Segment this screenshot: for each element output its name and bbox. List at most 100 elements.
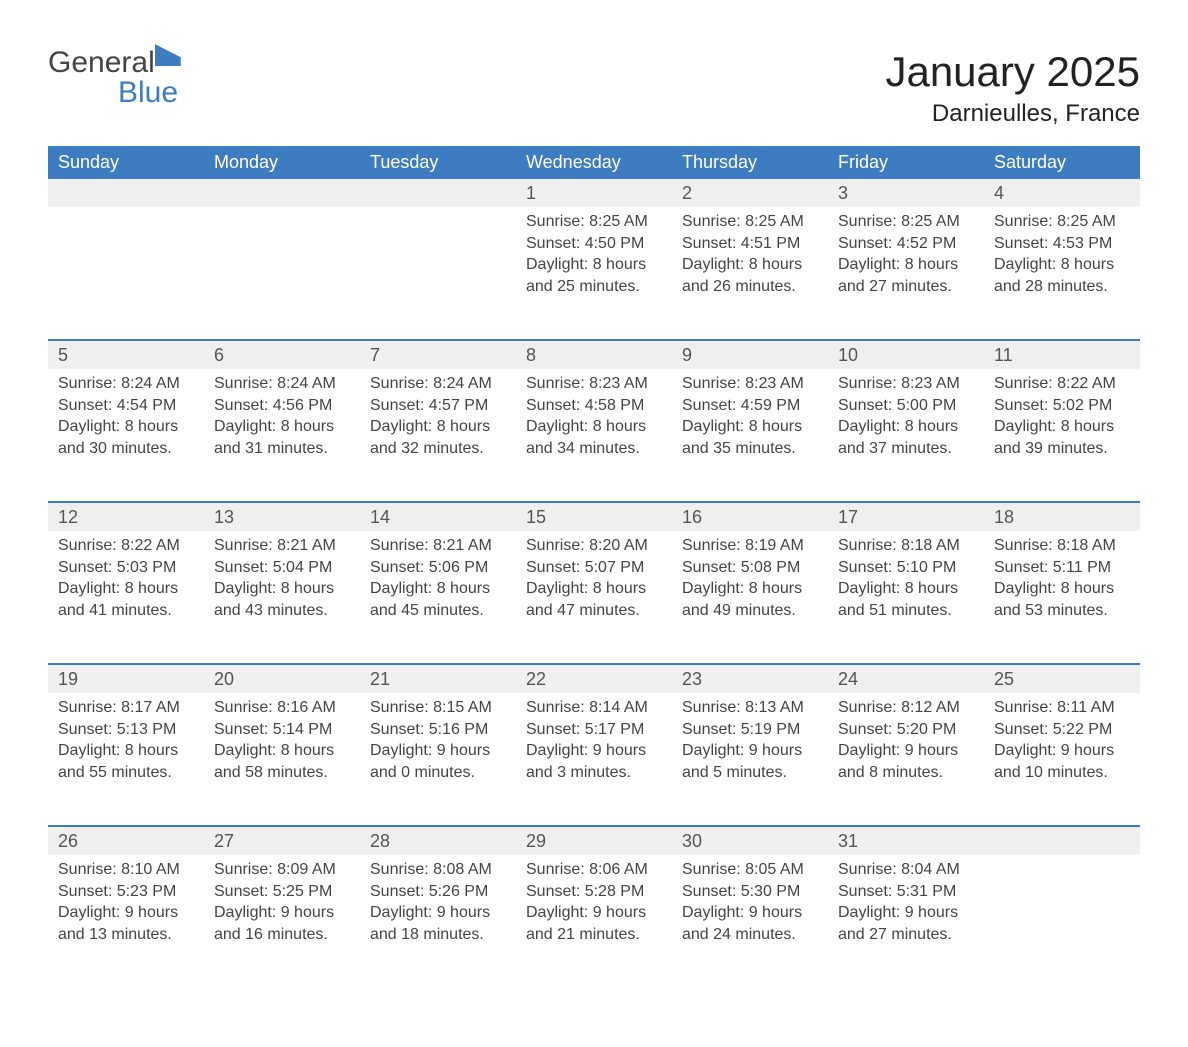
sunset-text: Sunset: 5:07 PM <box>526 557 662 579</box>
sunset-text: Sunset: 4:53 PM <box>994 233 1130 255</box>
daylight-text: Daylight: 8 hours and 49 minutes. <box>682 578 818 621</box>
day-number-cell: 19 <box>48 664 204 693</box>
day-details-cell: Sunrise: 8:16 AMSunset: 5:14 PMDaylight:… <box>204 693 360 826</box>
sunset-text: Sunset: 4:54 PM <box>58 395 194 417</box>
sunrise-text: Sunrise: 8:04 AM <box>838 859 974 881</box>
sunset-text: Sunset: 4:58 PM <box>526 395 662 417</box>
sunrise-text: Sunrise: 8:22 AM <box>994 373 1130 395</box>
day-number: 12 <box>58 507 78 527</box>
day-details-cell: Sunrise: 8:19 AMSunset: 5:08 PMDaylight:… <box>672 531 828 664</box>
sunrise-text: Sunrise: 8:17 AM <box>58 697 194 719</box>
day-number: 7 <box>370 345 380 365</box>
day-number-cell: 1 <box>516 179 672 207</box>
day-number-cell: 28 <box>360 826 516 855</box>
day-details-cell: Sunrise: 8:14 AMSunset: 5:17 PMDaylight:… <box>516 693 672 826</box>
daynum-row: 262728293031 <box>48 826 1140 855</box>
weekday-header: Wednesday <box>516 146 672 179</box>
day-number: 4 <box>994 183 1004 203</box>
sunset-text: Sunset: 5:02 PM <box>994 395 1130 417</box>
header-bar: General Blue January 2025 Darnieulles, F… <box>48 48 1140 128</box>
day-number-cell: 13 <box>204 502 360 531</box>
daylight-text: Daylight: 8 hours and 37 minutes. <box>838 416 974 459</box>
day-number-cell: 2 <box>672 179 828 207</box>
day-number-cell: 27 <box>204 826 360 855</box>
day-number-cell: 15 <box>516 502 672 531</box>
daylight-text: Daylight: 8 hours and 39 minutes. <box>994 416 1130 459</box>
brand-part1: General <box>48 46 155 79</box>
daylight-text: Daylight: 9 hours and 27 minutes. <box>838 902 974 945</box>
day-details-cell: Sunrise: 8:21 AMSunset: 5:06 PMDaylight:… <box>360 531 516 664</box>
day-number: 23 <box>682 669 702 689</box>
sunrise-text: Sunrise: 8:10 AM <box>58 859 194 881</box>
sunrise-text: Sunrise: 8:23 AM <box>838 373 974 395</box>
sunrise-text: Sunrise: 8:08 AM <box>370 859 506 881</box>
day-number-cell <box>204 179 360 207</box>
sunset-text: Sunset: 5:00 PM <box>838 395 974 417</box>
day-number-cell: 10 <box>828 340 984 369</box>
sunrise-text: Sunrise: 8:20 AM <box>526 535 662 557</box>
location-label: Darnieulles, France <box>885 100 1140 128</box>
daylight-text: Daylight: 8 hours and 35 minutes. <box>682 416 818 459</box>
sunrise-text: Sunrise: 8:18 AM <box>838 535 974 557</box>
daylight-text: Daylight: 8 hours and 43 minutes. <box>214 578 350 621</box>
daylight-text: Daylight: 9 hours and 5 minutes. <box>682 740 818 783</box>
sunset-text: Sunset: 5:08 PM <box>682 557 818 579</box>
daylight-text: Daylight: 9 hours and 18 minutes. <box>370 902 506 945</box>
day-number-cell: 20 <box>204 664 360 693</box>
day-details-cell: Sunrise: 8:22 AMSunset: 5:03 PMDaylight:… <box>48 531 204 664</box>
sunrise-text: Sunrise: 8:21 AM <box>214 535 350 557</box>
day-number-cell: 6 <box>204 340 360 369</box>
sunrise-text: Sunrise: 8:11 AM <box>994 697 1130 719</box>
sunset-text: Sunset: 5:26 PM <box>370 881 506 903</box>
day-number-cell: 18 <box>984 502 1140 531</box>
daylight-text: Daylight: 8 hours and 32 minutes. <box>370 416 506 459</box>
day-number-cell: 3 <box>828 179 984 207</box>
day-number-cell: 7 <box>360 340 516 369</box>
sunset-text: Sunset: 5:23 PM <box>58 881 194 903</box>
sunset-text: Sunset: 5:28 PM <box>526 881 662 903</box>
sunrise-text: Sunrise: 8:23 AM <box>526 373 662 395</box>
brand-logo: General Blue <box>48 48 181 108</box>
day-number-cell: 26 <box>48 826 204 855</box>
day-details-cell: Sunrise: 8:15 AMSunset: 5:16 PMDaylight:… <box>360 693 516 826</box>
day-details-cell: Sunrise: 8:24 AMSunset: 4:54 PMDaylight:… <box>48 369 204 502</box>
daylight-text: Daylight: 9 hours and 13 minutes. <box>58 902 194 945</box>
flag-icon <box>155 44 181 66</box>
details-row: Sunrise: 8:17 AMSunset: 5:13 PM Daylight:… <box>48 693 1140 826</box>
day-number: 17 <box>838 507 858 527</box>
calendar-table: Sunday Monday Tuesday Wednesday Thursday… <box>48 146 1140 987</box>
daylight-text: Daylight: 9 hours and 21 minutes. <box>526 902 662 945</box>
day-details-cell: Sunrise: 8:18 AMSunset: 5:10 PMDaylight:… <box>828 531 984 664</box>
weekday-header: Monday <box>204 146 360 179</box>
day-number: 13 <box>214 507 234 527</box>
sunrise-text: Sunrise: 8:15 AM <box>370 697 506 719</box>
daylight-text: Daylight: 8 hours and 58 minutes. <box>214 740 350 783</box>
sunset-text: Sunset: 5:13 PM <box>58 719 194 741</box>
daylight-text: Daylight: 8 hours and 41 minutes. <box>58 578 194 621</box>
day-details-cell: Sunrise: 8:24 AMSunset: 4:56 PMDaylight:… <box>204 369 360 502</box>
day-number-cell <box>48 179 204 207</box>
day-number-cell: 30 <box>672 826 828 855</box>
title-block: January 2025 Darnieulles, France <box>885 48 1140 128</box>
day-number-cell: 11 <box>984 340 1140 369</box>
daylight-text: Daylight: 9 hours and 10 minutes. <box>994 740 1130 783</box>
day-details-cell: Sunrise: 8:10 AMSunset: 5:23 PMDaylight:… <box>48 855 204 987</box>
weekday-header: Saturday <box>984 146 1140 179</box>
day-details-cell: Sunrise: 8:04 AMSunset: 5:31 PMDaylight:… <box>828 855 984 987</box>
day-details-cell: Sunrise: 8:13 AMSunset: 5:19 PMDaylight:… <box>672 693 828 826</box>
sunset-text: Sunset: 4:59 PM <box>682 395 818 417</box>
day-details-cell <box>984 855 1140 987</box>
day-number: 5 <box>58 345 68 365</box>
details-row: Sunrise: 8:10 AMSunset: 5:23 PMDaylight:… <box>48 855 1140 987</box>
sunset-text: Sunset: 5:19 PM <box>682 719 818 741</box>
sunrise-text: Sunrise: 8:14 AM <box>526 697 662 719</box>
weekday-header: Thursday <box>672 146 828 179</box>
day-number: 14 <box>370 507 390 527</box>
day-number: 8 <box>526 345 536 365</box>
sunset-text: Sunset: 5:20 PM <box>838 719 974 741</box>
daylight-text: Daylight: 9 hours and 0 minutes. <box>370 740 506 783</box>
calendar-body: 1234 Sunrise: 8:25 AMSunset: 4:50 PMDayl… <box>48 179 1140 987</box>
brand-part2: Blue <box>48 76 178 109</box>
day-number-cell: 31 <box>828 826 984 855</box>
details-row: Sunrise: 8:22 AMSunset: 5:03 PMDaylight:… <box>48 531 1140 664</box>
